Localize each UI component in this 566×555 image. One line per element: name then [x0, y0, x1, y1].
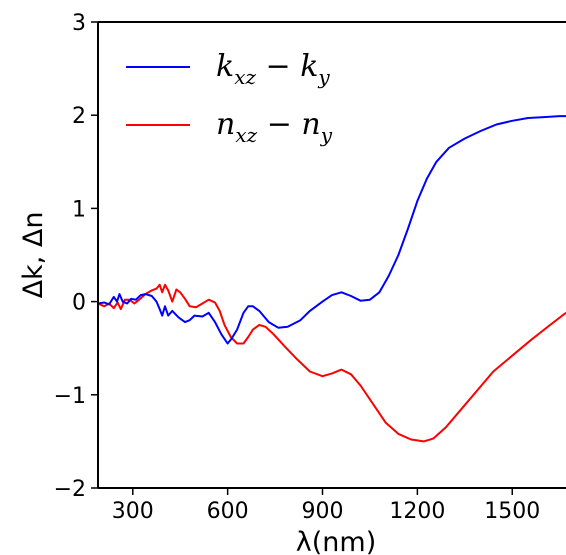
y-tick-label: 1 [72, 197, 86, 222]
x-tick-label: 300 [112, 499, 154, 524]
legend-part: n [216, 107, 235, 142]
legend-part: − [256, 49, 300, 84]
axes [97, 21, 566, 489]
x-tick-label: 900 [302, 499, 344, 524]
legend-label-1: nxz − ny [216, 107, 333, 147]
x-tick-label: 600 [207, 499, 249, 524]
plot-area [98, 22, 566, 488]
legend-part: k [216, 49, 234, 84]
x-tick-label: 1200 [389, 499, 445, 524]
legend-part: k [300, 49, 318, 84]
legend-part: xz [234, 65, 256, 89]
x-axis-label: λ(nm) [296, 527, 376, 555]
legend-part: y [317, 65, 330, 89]
legend-label-0: kxz − ky [216, 49, 330, 89]
y-tick-label: −1 [54, 384, 86, 409]
series-line-0 [98, 115, 566, 345]
y-axis-ticks: −2 −1 0 1 2 3 [54, 11, 98, 502]
series-line-1 [98, 283, 566, 443]
y-tick-label: 3 [72, 11, 86, 36]
x-tick-label: 1500 [484, 499, 540, 524]
plot-background [98, 22, 566, 488]
legend-part: y [320, 123, 333, 147]
y-tick-label: −2 [54, 477, 86, 502]
y-tick-label: 0 [72, 291, 86, 316]
legend-part: n [301, 107, 320, 142]
y-tick-label: 2 [72, 104, 86, 129]
legend-part: xz [235, 123, 257, 147]
series-layer [98, 115, 566, 443]
legend-part: − [257, 107, 301, 142]
x-axis-ticks: 300 600 900 1200 1500 [112, 488, 540, 524]
y-axis-label: Δk, Δn [18, 212, 49, 299]
